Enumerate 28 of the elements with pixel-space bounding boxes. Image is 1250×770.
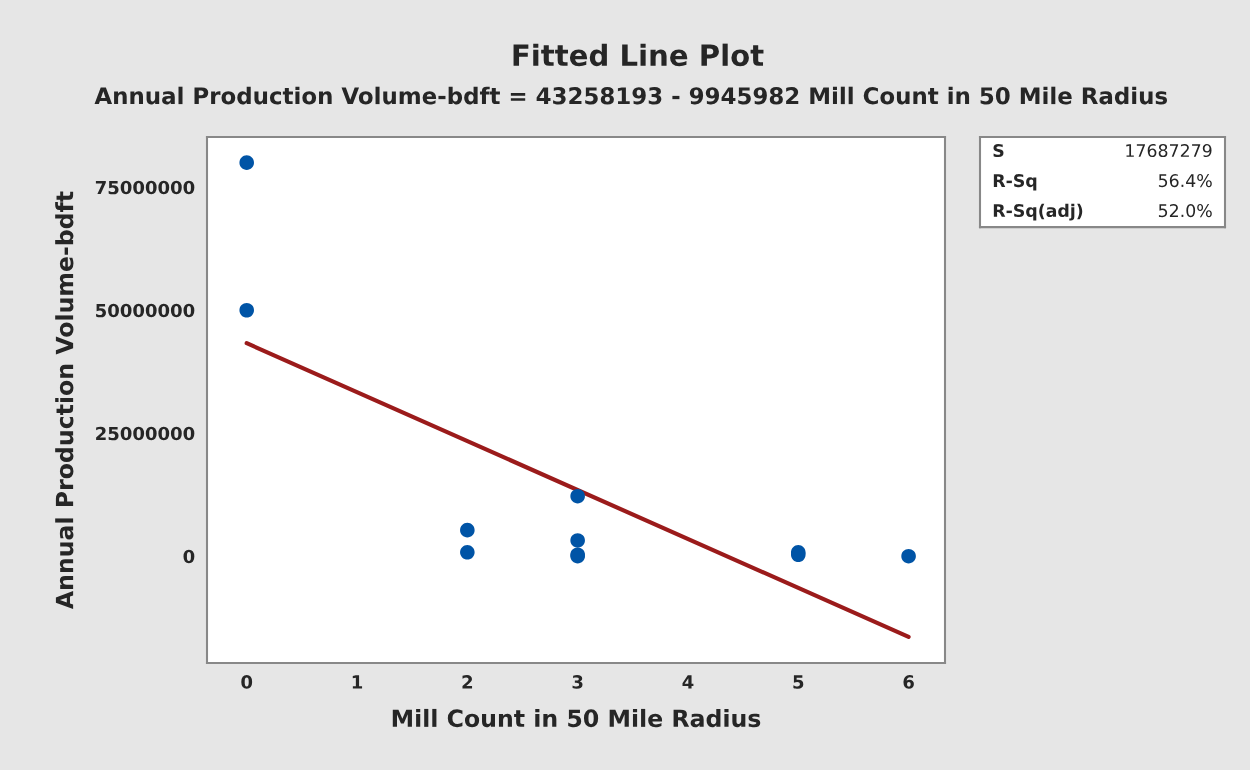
text: 17687279 bbox=[1126, 143, 1212, 158]
point bbox=[460, 522, 475, 538]
x-tick-label: 1 bbox=[352, 675, 363, 689]
x-tick-label: 0 bbox=[241, 675, 253, 689]
x-tick-label: 2 bbox=[462, 675, 473, 689]
x-tick-label: 6 bbox=[903, 675, 914, 689]
y-axis-title: Annual Production Volume-bdft bbox=[55, 191, 74, 610]
point bbox=[570, 488, 585, 504]
text: R-Sq bbox=[993, 174, 1037, 191]
x-tick-label: 4 bbox=[682, 675, 694, 689]
text: S bbox=[993, 143, 1004, 158]
text: 56.4% bbox=[1158, 174, 1212, 188]
y-tick-label: 50000000 bbox=[96, 303, 195, 318]
y-tick-label: 75000000 bbox=[95, 180, 195, 195]
text: 52.0% bbox=[1158, 204, 1212, 218]
point bbox=[239, 302, 254, 318]
x-axis-title: Mill Count in 50 Mile Radius bbox=[392, 708, 761, 728]
y-tick-label: 25000000 bbox=[96, 426, 195, 441]
point bbox=[901, 548, 916, 564]
x-tick-label: 5 bbox=[793, 675, 804, 689]
y-tick-label: 0 bbox=[183, 549, 195, 564]
chart-subtitle: Annual Production Volume-bdft = 43258193 - 9945982 Mill Count in 50 Mile Radius bbox=[94, 86, 1167, 105]
point bbox=[239, 155, 254, 170]
chart-title: Fitted Line Plot bbox=[513, 43, 764, 67]
point bbox=[570, 533, 585, 548]
text: R-Sq(adj) bbox=[993, 203, 1083, 221]
x-tick-label: 3 bbox=[572, 675, 583, 689]
point bbox=[460, 544, 475, 560]
